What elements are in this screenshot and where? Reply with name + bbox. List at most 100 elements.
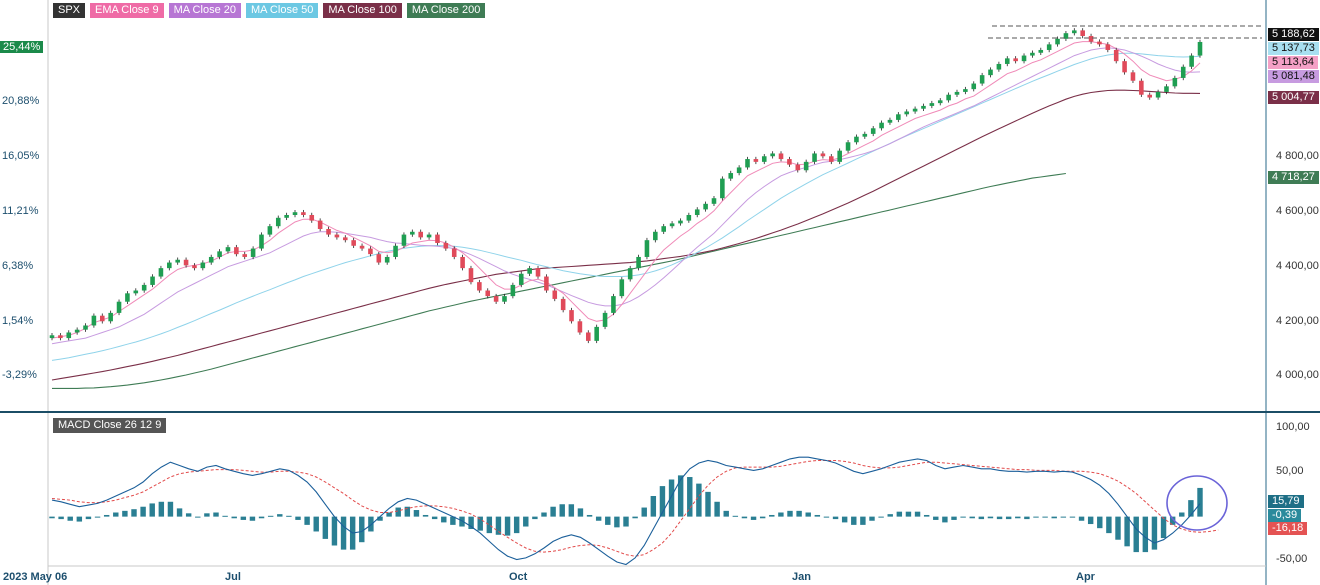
candle-body: [778, 153, 784, 160]
candle-body: [1088, 35, 1094, 42]
macd-histogram-bar: [714, 501, 720, 517]
candle-body: [192, 265, 197, 269]
candle-body: [234, 247, 239, 255]
macd-histogram-bar: [1160, 516, 1167, 539]
candle-body: [761, 156, 767, 162]
price-label-4000: 4 000,00: [1276, 369, 1319, 381]
macd-histogram-bar: [851, 516, 857, 525]
macd-histogram-bar: [222, 515, 228, 517]
legend-ma200[interactable]: MA Close 200: [406, 3, 486, 18]
candle-body: [208, 256, 214, 263]
macd-histogram-bar: [122, 510, 128, 517]
candle-body: [510, 284, 516, 297]
macd-histogram-bar: [1197, 487, 1203, 517]
macd-title[interactable]: MACD Close 26 12 9: [53, 418, 167, 433]
macd-histogram-bar: [94, 516, 101, 518]
candle-body: [669, 223, 675, 227]
macd-histogram-bar: [805, 512, 811, 517]
candle-body: [912, 108, 918, 112]
candle-body: [711, 198, 717, 204]
macd-histogram-bar: [541, 512, 547, 517]
candle-body: [167, 262, 172, 269]
macd-histogram-bar: [277, 514, 283, 517]
pct-label-2: 16,05%: [2, 150, 40, 162]
macd-histogram-bar: [696, 483, 702, 517]
candle-body: [602, 312, 608, 327]
candle-body: [376, 254, 382, 263]
legend-ma20[interactable]: MA Close 20: [168, 3, 241, 18]
candle-body: [1072, 30, 1077, 34]
candle-body: [703, 203, 708, 210]
pct-label-3: 11,21%: [2, 205, 39, 217]
candle-body: [678, 220, 683, 224]
macd-histogram-bar: [340, 516, 347, 550]
macd-histogram-bar: [523, 516, 529, 527]
candle-body: [921, 105, 926, 109]
macd-histogram-bar: [641, 507, 647, 517]
candle-body: [736, 167, 742, 174]
ma50-line: [51, 52, 1201, 361]
macd-histogram-bar: [896, 511, 903, 517]
candle-body: [1172, 77, 1178, 87]
candle-body: [854, 136, 859, 143]
macd-histogram-bar: [395, 507, 401, 517]
candle-body: [116, 301, 122, 313]
legend-ma100[interactable]: MA Close 100: [323, 3, 402, 18]
macd-histogram-bar: [1024, 516, 1030, 520]
candle-body: [108, 312, 113, 322]
macd-histogram-bar: [76, 516, 83, 522]
macd-histogram-bar: [951, 516, 957, 520]
macd-histogram-bar: [832, 516, 839, 520]
macd-histogram-bar: [267, 515, 274, 517]
legend-ma50[interactable]: MA Close 50: [245, 3, 319, 18]
ema9-line: [51, 41, 1201, 339]
macd-histogram-bar: [113, 512, 119, 517]
macd-histogram-bar: [677, 475, 684, 517]
macd-histogram-bar: [195, 516, 201, 518]
macd-histogram-bar: [249, 516, 256, 521]
macd-histogram-bar: [176, 508, 183, 517]
candle-body: [820, 153, 826, 157]
macd-histogram-bar: [814, 514, 821, 517]
candle-body: [787, 159, 792, 165]
candle-body: [150, 276, 155, 285]
legend: SPX EMA Close 9 MA Close 20 MA Close 50 …: [53, 3, 486, 18]
candle-body: [125, 293, 130, 302]
legend-ema9[interactable]: EMA Close 9: [90, 3, 164, 18]
macd-histogram-bar: [1097, 516, 1103, 529]
candle-body: [334, 234, 340, 238]
candle-body: [141, 284, 147, 291]
candle-body: [1097, 41, 1102, 45]
candle-body: [158, 268, 164, 277]
candle-body: [586, 332, 591, 341]
candle-body: [443, 242, 449, 249]
candle-body: [426, 234, 432, 238]
macd-histogram-bar: [441, 516, 447, 523]
macd-histogram-bar: [58, 516, 64, 520]
macd-histogram-bar: [140, 506, 146, 517]
macd-histogram-bar: [750, 516, 757, 520]
legend-spx[interactable]: SPX: [53, 3, 86, 18]
macd-histogram-bar: [769, 514, 775, 517]
macd-histogram-bar: [158, 501, 165, 517]
candle-body: [979, 75, 985, 84]
macd-histogram-bar: [759, 516, 766, 519]
macd-histogram-bar: [431, 516, 438, 520]
macd-histogram-bar: [149, 503, 155, 517]
macd-histogram-bar: [359, 516, 365, 543]
macd-histogram-bar: [550, 506, 556, 517]
macd-histogram-bar: [933, 516, 939, 520]
candle-body: [527, 268, 532, 274]
candle-body: [1164, 86, 1169, 92]
price-label-4200: 4 200,00: [1276, 315, 1319, 327]
candle-body: [326, 228, 331, 235]
macd-histogram-bar: [778, 512, 784, 517]
macd-histogram-bar: [586, 514, 593, 517]
candle-body: [217, 251, 222, 257]
pct-label-6: -3,29%: [2, 369, 37, 381]
price-label-4400: 4 400,00: [1276, 260, 1319, 272]
pct-label-1: 20,88%: [2, 95, 40, 107]
date-start: 2023 May 06: [3, 571, 68, 583]
candle-body: [502, 296, 507, 302]
candle-body: [636, 256, 641, 269]
